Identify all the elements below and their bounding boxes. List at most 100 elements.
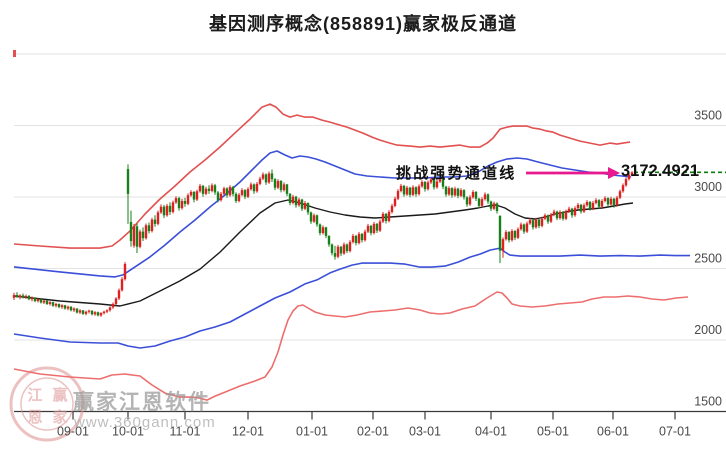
candle-body	[39, 299, 43, 303]
candle-body	[510, 231, 514, 241]
candle	[447, 186, 451, 196]
candle-body	[582, 205, 586, 212]
candle	[174, 196, 178, 204]
candle	[573, 206, 577, 217]
candle	[399, 183, 403, 193]
candle-body	[72, 308, 76, 311]
candle-body	[426, 182, 430, 190]
candle-body	[66, 306, 70, 309]
candle-body	[516, 229, 520, 238]
candle-body	[30, 297, 34, 300]
candle	[378, 219, 382, 233]
candle	[441, 178, 445, 190]
candle	[75, 308, 79, 314]
candle-body	[585, 202, 589, 206]
candle-body	[12, 294, 16, 298]
candle-body	[162, 206, 166, 216]
candle	[429, 177, 433, 184]
candle	[69, 306, 73, 312]
candle	[450, 187, 454, 198]
candle	[303, 201, 307, 211]
candle	[318, 223, 322, 236]
candle	[84, 310, 88, 316]
candle-body	[150, 219, 154, 232]
candle	[543, 213, 547, 221]
candle	[363, 229, 367, 242]
candle-body	[237, 194, 241, 202]
candle-body	[165, 205, 169, 216]
candle-body	[432, 179, 436, 188]
candle	[540, 216, 544, 228]
candle	[39, 298, 43, 304]
candle	[345, 243, 349, 254]
candle-body	[570, 208, 574, 216]
candle	[171, 200, 175, 214]
candle-body	[396, 190, 400, 199]
candle	[579, 203, 583, 214]
candle-body	[498, 215, 502, 251]
candle-body	[177, 198, 181, 209]
candle	[465, 196, 469, 207]
candle-body	[588, 202, 592, 209]
candle-body	[285, 184, 289, 194]
candle-body	[456, 188, 460, 196]
candle-body	[441, 179, 445, 187]
candle-body	[273, 179, 277, 188]
candle	[600, 199, 604, 209]
y-axis-label: 2000	[694, 323, 722, 337]
candle-body	[300, 199, 304, 209]
candle-body	[279, 180, 283, 191]
candle	[459, 188, 463, 198]
candle-body	[15, 294, 19, 298]
candle	[630, 171, 634, 177]
candle-body	[42, 300, 46, 303]
candle-body	[168, 205, 172, 213]
candle-body	[54, 303, 58, 306]
left-edge-marker	[13, 50, 16, 57]
candle-body	[282, 184, 286, 191]
candle	[114, 297, 118, 306]
candle	[123, 262, 127, 281]
y-axis-label: 1500	[694, 395, 722, 409]
candle	[477, 197, 481, 209]
candle-body	[606, 198, 610, 205]
candle	[414, 186, 418, 197]
candle-body	[471, 191, 475, 198]
candle	[267, 171, 271, 184]
candle-body	[321, 227, 325, 234]
x-axis-label: 03-01	[409, 425, 441, 439]
candle	[474, 190, 478, 202]
candle-body	[75, 308, 79, 313]
candle	[576, 203, 580, 210]
candle	[570, 207, 574, 218]
candle-body	[174, 198, 178, 203]
seal-character: 家	[52, 408, 67, 426]
candle-body	[294, 196, 298, 206]
lower-channel-blue	[13, 247, 690, 349]
candle-body	[357, 233, 361, 244]
candle	[501, 237, 505, 258]
candle	[102, 310, 106, 315]
candle	[366, 223, 370, 234]
candle	[336, 244, 340, 259]
candle-body	[546, 215, 550, 222]
candle-body	[549, 214, 553, 222]
candle-body	[108, 307, 112, 311]
candle	[228, 185, 232, 197]
candle	[342, 242, 346, 255]
candle	[282, 182, 286, 192]
candle-body	[423, 181, 427, 190]
watermark-seal: 江赢恩家	[9, 366, 85, 442]
candle-body	[327, 235, 331, 245]
candle	[294, 195, 298, 208]
candle-body	[555, 211, 559, 219]
x-axis-label: 09-01	[57, 425, 89, 439]
candle	[12, 292, 16, 300]
candle	[426, 180, 430, 191]
candle-body	[219, 193, 223, 201]
candle	[111, 302, 115, 309]
candle-body	[132, 226, 136, 246]
upper-channel-blue	[13, 150, 632, 278]
candle	[333, 245, 337, 260]
candle	[489, 200, 493, 212]
